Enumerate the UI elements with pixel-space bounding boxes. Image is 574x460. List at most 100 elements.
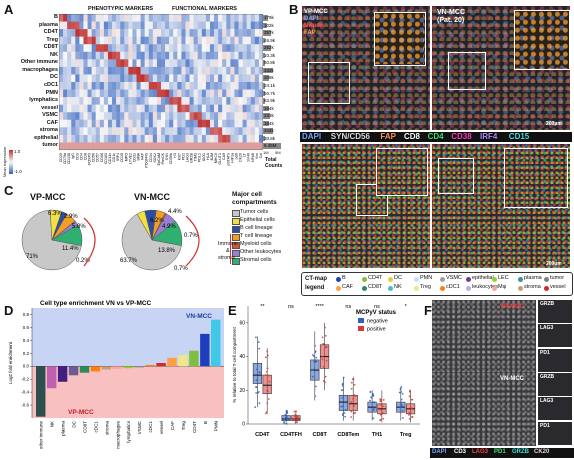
heatmap-cell	[124, 134, 129, 143]
heatmap-cell	[75, 21, 80, 30]
heatmap-cell	[71, 142, 76, 150]
data-point	[379, 398, 382, 401]
heatmap-cell	[161, 51, 166, 60]
x-tick-label: B	[203, 421, 208, 424]
heatmap-cell	[103, 74, 109, 83]
count-bar	[263, 105, 269, 112]
heatmap-cell	[177, 127, 182, 136]
heatmap-column-label: EpCAM	[157, 153, 161, 165]
bar	[123, 366, 133, 369]
data-point	[315, 356, 318, 359]
heatmap-cell	[250, 104, 256, 113]
heatmap-cell	[140, 127, 145, 136]
heatmap-cell	[177, 142, 182, 150]
heatmap-cell	[124, 51, 129, 60]
heatmap-cell	[87, 44, 92, 52]
count-bar	[263, 128, 274, 134]
heatmap-cell	[258, 134, 263, 143]
heatmap-cell	[152, 36, 158, 45]
heatmap-cell	[246, 51, 251, 60]
heatmap-cell	[128, 14, 133, 22]
heatmap-cell	[140, 59, 145, 68]
heatmap-cell	[152, 112, 158, 120]
legend-dot	[440, 277, 445, 282]
heatmap-cell	[71, 134, 76, 143]
heatmap-cell	[63, 134, 68, 143]
count-value: 206k	[264, 75, 274, 81]
data-point	[340, 389, 343, 392]
vn-zoom-box	[448, 52, 486, 90]
count-bar	[263, 60, 266, 66]
heatmap-column-label: FAP	[141, 152, 145, 159]
heatmap-cell	[218, 112, 223, 120]
heatmap-cell	[197, 21, 202, 30]
heatmap-row-label: CAF	[46, 119, 58, 126]
count-value: 63.9k	[264, 98, 276, 104]
heatmap-row-label: vessel	[41, 104, 58, 111]
heatmap-cell	[254, 14, 260, 22]
heatmap-cell	[165, 66, 170, 75]
heatmap-cell	[71, 51, 76, 60]
heatmap-cell	[95, 36, 100, 45]
heatmap-cell	[144, 89, 149, 98]
heatmap-cell	[234, 127, 239, 136]
heatmap-cell	[258, 66, 263, 75]
data-point	[400, 403, 402, 405]
legend-text: Mφ	[498, 284, 507, 290]
data-point	[258, 402, 261, 405]
heatmap-cell	[148, 142, 154, 150]
x-tick-label: cDC1	[148, 421, 153, 433]
heatmap-cell	[242, 51, 247, 60]
heatmap-cell	[258, 142, 263, 150]
data-point	[311, 375, 314, 378]
vp-mcc-ihc-image	[432, 300, 536, 372]
heatmap-cell	[79, 21, 84, 30]
heatmap-cell	[250, 29, 256, 37]
count-value: 10.3k	[264, 52, 276, 58]
vn-ctmap-image	[432, 144, 570, 268]
heatmap-cell	[156, 119, 162, 128]
data-point	[266, 354, 269, 357]
heatmap-cell	[144, 66, 149, 75]
heatmap-cell	[185, 89, 190, 98]
heatmap-cell	[59, 29, 64, 37]
heatmap-cell	[258, 36, 263, 45]
vp-ctmap-zoom-box	[356, 184, 388, 216]
heatmap-cell	[226, 36, 231, 45]
heatmap-cell	[107, 97, 113, 105]
heatmap-cell	[173, 82, 178, 90]
legend-dot	[440, 286, 445, 291]
heatmap-cell	[185, 59, 190, 68]
heatmap-cell	[71, 59, 76, 68]
heatmap-cell	[205, 134, 211, 143]
compartment-legend-title-2: compartments	[232, 199, 277, 206]
heatmap-cell	[218, 44, 223, 52]
heatmap-cell	[107, 14, 113, 22]
data-point	[409, 402, 412, 405]
heatmap-cell	[258, 44, 263, 52]
f-vp-label: VP-MCC	[500, 304, 524, 310]
heatmap-cell	[63, 119, 68, 128]
heatmap-cell	[103, 97, 109, 105]
heatmap-cell	[91, 142, 96, 150]
heatmap-cell	[209, 29, 215, 37]
heatmap-cell	[193, 104, 198, 113]
heatmap-cell	[144, 74, 149, 83]
heatmap-cell	[152, 142, 158, 150]
ctmap-legend-sub: legend	[305, 285, 325, 291]
heatmap-cell	[218, 142, 223, 150]
heatmap-cell	[99, 21, 105, 30]
heatmap-cell	[132, 82, 137, 90]
count-bar	[263, 90, 265, 97]
heatmap-cell	[95, 82, 100, 90]
heatmap-cell	[230, 82, 235, 90]
heatmap-cell	[161, 29, 166, 37]
heatmap-cell	[161, 82, 166, 90]
heatmap-cell	[99, 66, 105, 75]
heatmap-column-label: CD68	[100, 153, 104, 162]
heatmap-cell	[116, 97, 121, 105]
heatmap-cell	[63, 14, 68, 22]
heatmap-cell	[67, 51, 72, 60]
heatmap-cell	[218, 29, 223, 37]
data-point	[373, 401, 376, 404]
